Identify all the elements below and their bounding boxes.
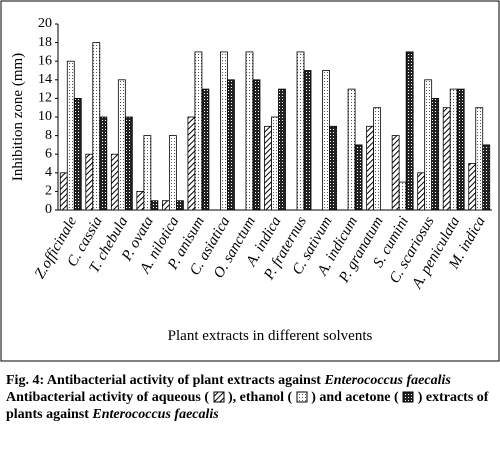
caption-text: ) and xyxy=(311,390,342,405)
bar xyxy=(296,51,305,211)
bar xyxy=(322,70,330,211)
bar xyxy=(278,88,286,211)
legend-swatch xyxy=(213,391,224,403)
bar xyxy=(117,79,126,211)
bar xyxy=(124,116,133,211)
bar xyxy=(161,200,170,211)
bar xyxy=(194,51,203,211)
bar xyxy=(468,163,477,211)
organism: Enterococcus faecalis xyxy=(324,373,451,388)
bar xyxy=(431,98,440,211)
bar xyxy=(424,79,433,211)
y-tick-label: 18 xyxy=(38,35,52,50)
legend-label: acetone xyxy=(345,390,391,405)
bar xyxy=(456,88,465,211)
legend-label: aqueous xyxy=(151,390,201,405)
x-axis-label: Plant extracts in different solvents xyxy=(168,328,373,344)
bar xyxy=(449,88,458,211)
caption-text: Antibacterial activity of xyxy=(6,390,149,405)
bar xyxy=(92,42,101,211)
bar xyxy=(252,79,261,211)
bar xyxy=(220,51,228,211)
bar xyxy=(417,172,426,211)
caption-text: Fig. 4: Antibacterial activity of plant … xyxy=(6,373,321,388)
bar xyxy=(150,200,159,211)
bar xyxy=(347,88,356,211)
caption-title: Fig. 4: Antibacterial activity of plant … xyxy=(6,372,494,389)
y-tick-label: 12 xyxy=(38,91,52,106)
legend-swatch xyxy=(296,391,308,403)
bar xyxy=(168,135,177,211)
y-axis-label: Inhibition zone (mm) xyxy=(10,53,26,181)
caption-text: ) extracts of plants against xyxy=(6,390,489,422)
caption-text: ( xyxy=(204,390,209,405)
frame xyxy=(0,0,500,362)
bar xyxy=(99,116,108,211)
bar xyxy=(366,125,375,211)
bar xyxy=(175,200,184,211)
legend-swatch-box xyxy=(213,391,224,403)
bar xyxy=(187,116,196,211)
bar xyxy=(59,172,68,211)
bar xyxy=(110,153,119,211)
bar xyxy=(391,135,400,211)
y-tick-label: 6 xyxy=(45,146,52,161)
organism: Enterococcus faecalis xyxy=(92,407,219,422)
y-tick-label: 16 xyxy=(38,53,52,68)
bar xyxy=(303,70,312,211)
bar xyxy=(136,190,145,211)
bar xyxy=(73,98,82,211)
bar xyxy=(227,79,235,211)
y-tick-label: 14 xyxy=(38,72,52,87)
y-tick-label: 10 xyxy=(38,109,52,124)
bar xyxy=(398,181,407,211)
bar xyxy=(143,135,152,211)
chart: Inhibition zone (mm) Plant extracts in d… xyxy=(0,0,500,362)
bar xyxy=(264,125,272,211)
bar xyxy=(442,107,451,211)
legend-swatch xyxy=(402,391,414,403)
bar xyxy=(482,144,491,211)
legend-label: ethanol xyxy=(239,390,285,405)
bar xyxy=(245,51,254,211)
bar xyxy=(405,51,414,211)
legend-swatch-box xyxy=(296,391,308,403)
caption-text: ( xyxy=(287,390,293,405)
y-tick-label: 2 xyxy=(45,184,52,199)
caption-text: ), xyxy=(228,390,237,405)
y-tick-label: 0 xyxy=(45,202,52,217)
bar xyxy=(201,88,210,211)
bar xyxy=(329,125,337,211)
legend-swatch-box xyxy=(402,391,414,403)
caption-text: ( xyxy=(394,390,399,405)
bar xyxy=(373,107,382,211)
y-tick-label: 4 xyxy=(45,165,52,180)
bar xyxy=(271,116,279,211)
y-tick-label: 20 xyxy=(38,16,52,31)
y-tick-label: 8 xyxy=(45,128,52,143)
caption: Fig. 4: Antibacterial activity of plant … xyxy=(6,372,494,423)
bar xyxy=(85,153,94,211)
bar xyxy=(66,60,75,211)
caption-detail: Antibacterial activity of aqueous ( ), e… xyxy=(6,389,494,423)
bar xyxy=(475,107,484,211)
bar xyxy=(354,144,363,211)
